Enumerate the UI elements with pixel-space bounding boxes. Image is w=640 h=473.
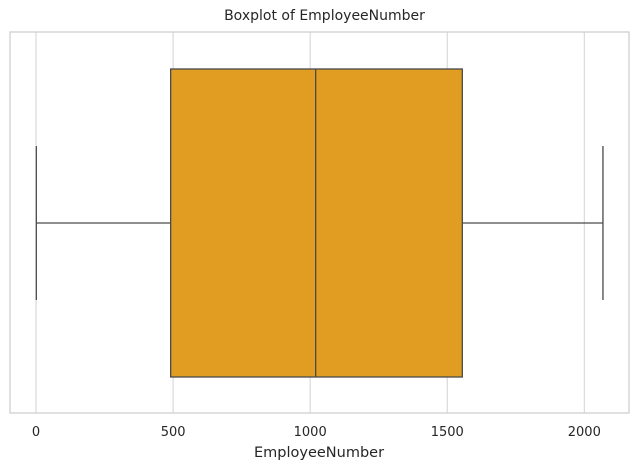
plot-frame [9, 31, 630, 414]
interquartile-box [169, 68, 463, 378]
x-tick-label: 1000 [294, 425, 327, 440]
box-and-whiskers [35, 68, 604, 378]
x-tick-labels: 0 500 1000 1500 2000 [32, 425, 601, 440]
chart-title: Boxplot of EmployeeNumber [224, 8, 425, 24]
x-tick-label: 0 [32, 425, 40, 440]
x-tick-label: 2000 [568, 425, 601, 440]
x-axis-label: EmployeeNumber [254, 445, 384, 461]
x-tick-label: 1500 [431, 425, 464, 440]
x-tick-label: 500 [161, 425, 186, 440]
